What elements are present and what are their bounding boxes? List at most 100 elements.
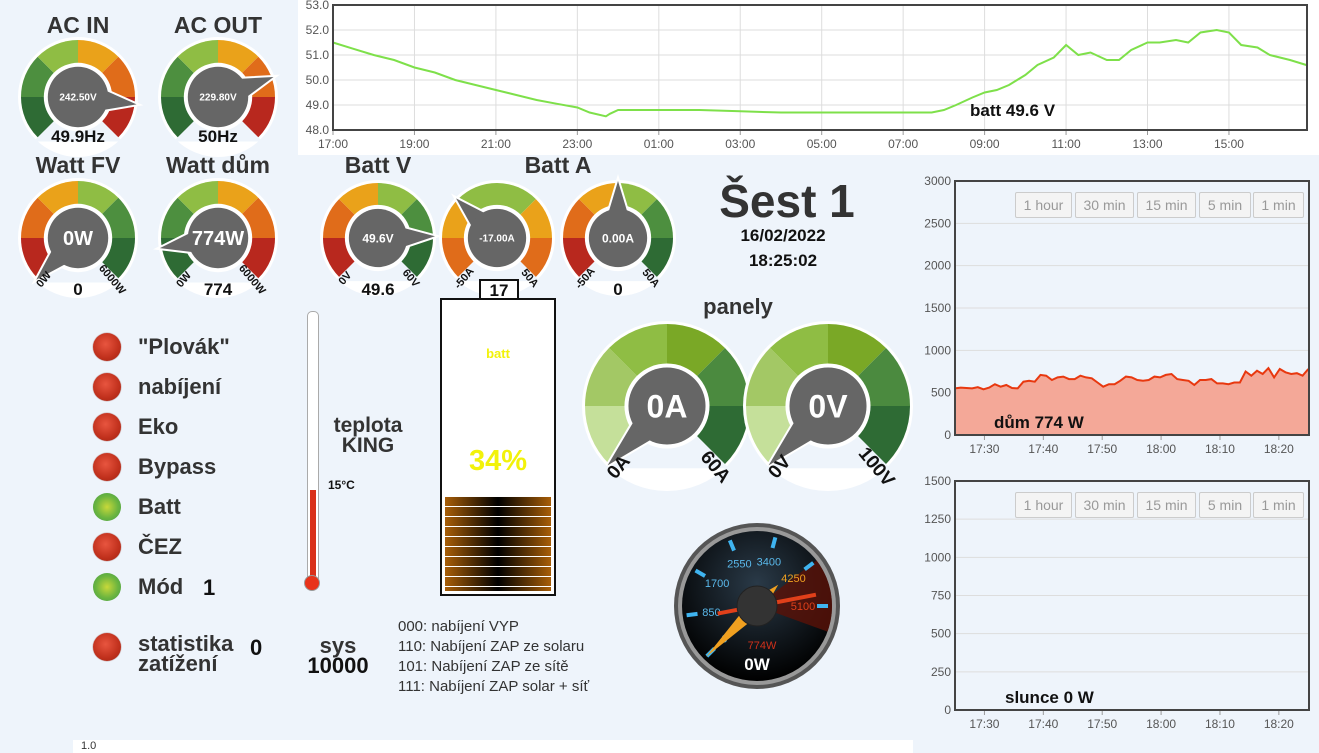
indicator-led-red bbox=[93, 373, 121, 401]
gauge-hub bbox=[588, 208, 648, 268]
thermometer bbox=[307, 311, 319, 583]
x-tick-label: 11:00 bbox=[1051, 137, 1080, 151]
ac-out-gauge: 229.80V bbox=[158, 37, 281, 157]
gauge-hub bbox=[348, 208, 408, 268]
house-power-chart-svg: 0 500 1000 1500 2000 2500 3000 17:30 17:40 17:50 1… bbox=[924, 174, 1310, 456]
batt-v-title: Batt V bbox=[344, 152, 412, 178]
sys-label: sys bbox=[319, 633, 357, 658]
mode-legend-3: 111: Nabíjení ZAP solar + síť bbox=[398, 678, 590, 695]
indicator-value: 1 bbox=[203, 575, 216, 600]
y-tick-label: 1000 bbox=[924, 550, 951, 564]
y-tick-label: 500 bbox=[931, 627, 951, 641]
x-tick-label: 15:00 bbox=[1214, 137, 1244, 151]
indicator-label: Mód bbox=[138, 574, 184, 599]
x-tick-label: 17:30 bbox=[969, 717, 999, 731]
range-button-1-hour[interactable]: 1 hour bbox=[1015, 192, 1072, 218]
speedometer-tick bbox=[727, 539, 736, 552]
range-button-5-min[interactable]: 5 min bbox=[1199, 492, 1251, 518]
thermometer-fill bbox=[310, 490, 316, 582]
x-tick-label: 19:00 bbox=[399, 137, 429, 151]
series-area bbox=[955, 368, 1309, 435]
batt-a2-gauge: 0.00A-50A 50A bbox=[560, 174, 676, 296]
y-tick-label: 50.0 bbox=[306, 73, 330, 87]
batt-a2-value: 0 bbox=[613, 280, 623, 299]
gauge-center-value: 49.6V bbox=[362, 231, 393, 245]
range-button-30-min[interactable]: 30 min bbox=[1075, 492, 1134, 518]
sys-block: sys 10000 bbox=[307, 633, 368, 677]
speedometer-value: 0W bbox=[744, 655, 770, 674]
battery-level: batt 34% bbox=[440, 298, 556, 596]
range-button-1-min[interactable]: 1 min bbox=[1253, 192, 1304, 218]
speedometer-secondary-value: 774W bbox=[748, 640, 777, 652]
range-button-1-hour[interactable]: 1 hour bbox=[1015, 492, 1072, 518]
station-date: 16/02/2022 bbox=[740, 226, 826, 245]
thermometer-title-line1: teplota bbox=[333, 414, 403, 437]
gauge-center-value: 0V bbox=[808, 389, 848, 425]
y-tick-label: 2500 bbox=[924, 216, 951, 230]
x-tick-label: 13:00 bbox=[1132, 137, 1162, 151]
gauge-needle bbox=[607, 181, 629, 218]
x-tick-label: 17:40 bbox=[1028, 717, 1058, 731]
footer-strip: 1.0 bbox=[73, 740, 913, 753]
indicator-led-red bbox=[93, 413, 121, 441]
speedometer-hub bbox=[736, 585, 778, 627]
range-button-15-min[interactable]: 15 min bbox=[1137, 492, 1196, 518]
gauge-center-value: 0A bbox=[647, 389, 688, 425]
range-button-30-min[interactable]: 30 min bbox=[1075, 192, 1134, 218]
x-tick-label: 18:10 bbox=[1205, 717, 1235, 731]
thermometer-bulb bbox=[304, 575, 320, 591]
watt-dum-value: 774 bbox=[203, 280, 233, 299]
indicator-label: Batt bbox=[138, 494, 181, 519]
x-tick-label: 17:50 bbox=[1087, 442, 1117, 456]
indicator-label: ČEZ bbox=[138, 534, 182, 559]
batt-a-count-box: 17 bbox=[479, 279, 519, 300]
x-tick-label: 07:00 bbox=[888, 137, 918, 151]
indicator-led-green bbox=[93, 573, 121, 601]
x-tick-label: 17:00 bbox=[318, 137, 348, 151]
gauge-center-value: 0W bbox=[63, 228, 93, 250]
battery-label: batt bbox=[486, 346, 510, 361]
x-tick-label: 05:00 bbox=[807, 137, 837, 151]
battery-percent: 34% bbox=[468, 445, 528, 477]
y-tick-label: 2000 bbox=[924, 259, 951, 273]
y-tick-label: 53.0 bbox=[306, 0, 330, 12]
y-tick-label: 52.0 bbox=[306, 23, 330, 37]
station-name: Šest 1 bbox=[719, 175, 855, 227]
range-button-15-min[interactable]: 15 min bbox=[1137, 192, 1196, 218]
speedometer-tick bbox=[803, 561, 815, 572]
series-line bbox=[332, 28, 1307, 118]
range-button-1-min[interactable]: 1 min bbox=[1253, 492, 1304, 518]
batt-v-value: 49.6 bbox=[361, 280, 395, 299]
gauge-center-value: -17.00A bbox=[479, 234, 515, 245]
speedometer-tick-label: 2550 bbox=[727, 559, 751, 571]
footer-text: 1.0 bbox=[81, 740, 97, 752]
speedometer-tick-label: 4250 bbox=[781, 573, 805, 585]
y-tick-label: 48.0 bbox=[306, 123, 330, 137]
x-tick-label: 18:20 bbox=[1264, 717, 1294, 731]
series-line bbox=[954, 366, 1310, 391]
indicator-led-red bbox=[93, 453, 121, 481]
y-tick-label: 250 bbox=[931, 665, 951, 679]
y-tick-label: 49.0 bbox=[306, 98, 330, 112]
x-tick-label: 18:10 bbox=[1205, 442, 1235, 456]
range-button-5-min[interactable]: 5 min bbox=[1199, 192, 1251, 218]
x-tick-label: 17:50 bbox=[1087, 717, 1117, 731]
y-tick-label: 1000 bbox=[924, 343, 951, 357]
x-tick-label: 01:00 bbox=[644, 137, 674, 151]
x-tick-label: 17:40 bbox=[1028, 442, 1058, 456]
y-tick-label: 750 bbox=[931, 589, 951, 603]
x-tick-label: 18:20 bbox=[1264, 442, 1294, 456]
gauge-hub bbox=[47, 66, 109, 128]
speedometer-tick bbox=[694, 568, 707, 578]
gauge-center-value: 774W bbox=[192, 228, 244, 250]
speedometer-red-zone bbox=[757, 560, 832, 632]
batt-a-gauge: -17.00A-50A 50A bbox=[439, 180, 555, 296]
x-tick-label: 18:00 bbox=[1146, 442, 1176, 456]
battery-voltage-chart: 48.0 49.0 50.0 51.0 52.0 53.0 17:00 19:00 21:00 2… bbox=[298, 0, 1319, 155]
series-label: slunce 0 W bbox=[1005, 688, 1095, 707]
station-time: 18:25:02 bbox=[748, 251, 818, 270]
